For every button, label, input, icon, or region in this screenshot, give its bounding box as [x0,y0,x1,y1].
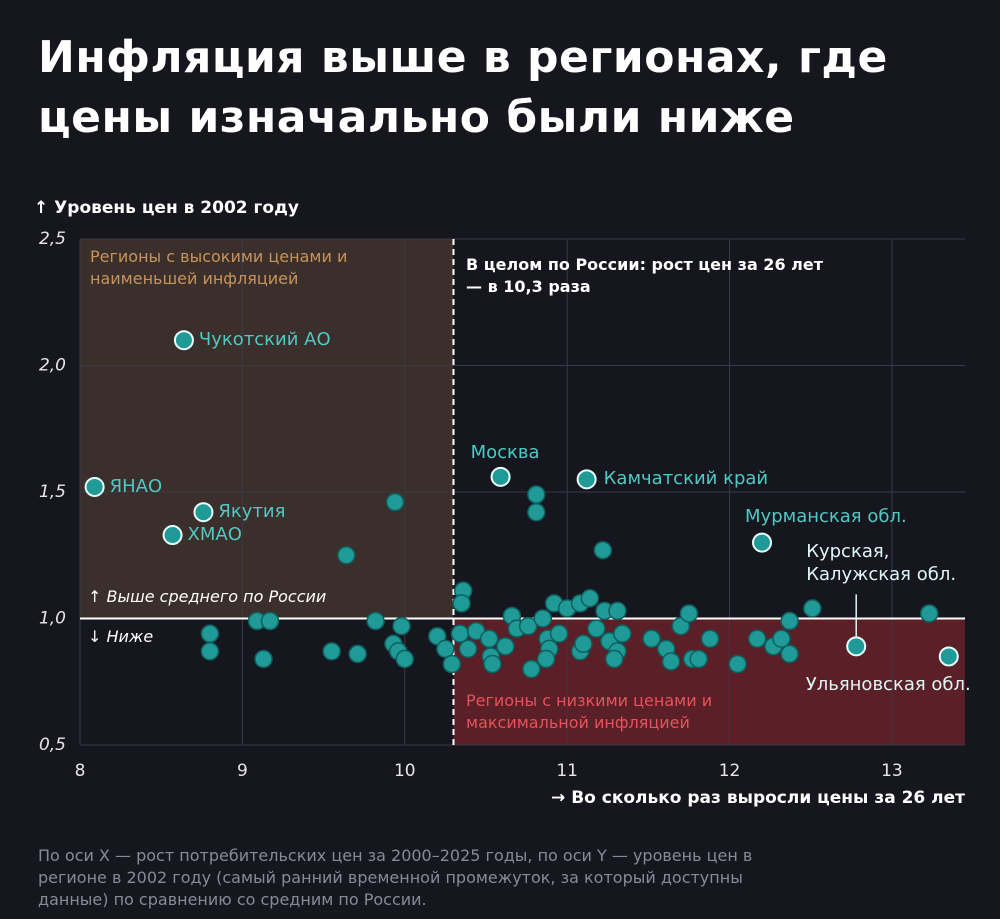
x-tick-label: 10 [394,761,416,781]
y-tick-label: 2,5 [39,229,66,249]
point-label: ЯНАО [109,475,163,497]
y-tick-label: 1,5 [39,482,66,502]
point [490,466,511,487]
quadrant-label: Регионы с низкими ценами и максимальной … [466,691,713,732]
y-tick-label: 2,0 [39,356,66,376]
point [728,654,747,674]
point [254,649,273,669]
point [193,502,214,523]
point-label: Москва [470,441,540,463]
point [483,654,502,674]
point [593,540,613,560]
y-axis-label: ↑ Уровень цен в 2002 году [34,198,299,218]
x-tick-label: 13 [881,761,903,781]
point-label: Ульяновская обл. [805,674,971,696]
point [458,639,478,659]
x-tick-label: 9 [237,761,248,781]
russia-note: В целом по России: рост цен за 26 лет — … [466,255,823,296]
point [536,649,556,669]
point-label: Чукотский АО [198,329,331,351]
quadrant-high [80,239,454,619]
point [527,502,546,522]
point-label: Мурманская обл. [745,505,907,527]
point [479,629,499,648]
point [322,642,341,661]
title: Инфляция выше в регионах, где цены изнач… [38,32,888,143]
point [700,629,720,648]
point [442,654,462,674]
point [395,649,415,669]
x-tick-label: 12 [719,761,741,781]
point [613,624,632,643]
point [752,532,773,553]
point [747,629,767,648]
y-tick-label: 1,0 [39,609,66,629]
point [366,611,385,631]
point [580,589,600,608]
above-label: ↑ Выше среднего по России [88,587,327,606]
point [576,469,597,490]
footnote: По оси X — рост потребительских цен за 2… [38,846,753,909]
point [772,629,791,648]
point [574,634,593,654]
point-label: Курская, Калужская обл. [806,541,957,586]
point [385,492,405,512]
point [200,624,220,643]
point [392,616,411,636]
point [780,644,799,664]
point [84,476,105,497]
x-tick-label: 11 [556,761,578,781]
point [173,330,194,351]
point [689,649,708,669]
point [661,652,681,671]
y-tick-label: 0,5 [39,735,66,755]
x-axis-label: → Во сколько раз выросли цены за 26 лет [551,788,965,808]
point [518,616,538,636]
point [452,594,471,613]
point [527,485,546,504]
below-label: ↓ Ниже [88,627,154,646]
point [260,611,280,631]
point-label: Якутия [218,501,286,523]
quadrant-label: Регионы с высокими ценами и наименьшей и… [90,247,348,288]
point [938,646,959,667]
point [920,604,939,623]
point [642,629,661,648]
point [803,599,822,618]
x-tick-label: 8 [75,761,86,781]
point-label: ХМАО [187,524,242,545]
point [348,644,367,664]
point [780,611,799,631]
point-label: Камчатский край [603,468,769,490]
point [533,609,553,628]
point [604,649,624,669]
point [679,604,699,623]
point [522,659,541,679]
point [549,624,569,643]
point [162,525,183,546]
point [587,619,606,638]
point [436,639,455,659]
point [496,637,515,656]
point [450,624,470,643]
point [200,642,220,661]
point [608,601,627,621]
point [846,636,867,657]
point [337,546,356,565]
